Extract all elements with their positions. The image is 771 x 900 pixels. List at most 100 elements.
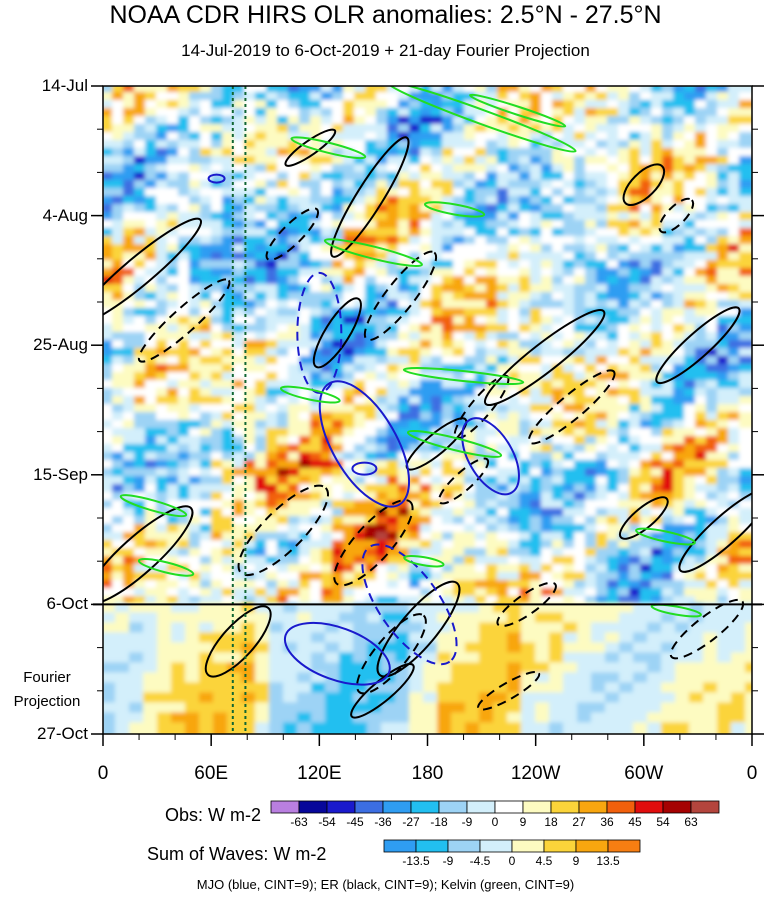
er-contour-21 — [678, 487, 752, 573]
er-contour-4 — [363, 250, 438, 342]
x-tick-label: 180 — [411, 763, 444, 784]
wave-contours — [103, 86, 752, 734]
obs-colorbar-box — [354, 800, 384, 814]
obs-colorbar-label: 63 — [684, 815, 698, 829]
wave-legend: MJO (blue, CINT=9); ER (black, CINT=9); … — [196, 877, 575, 892]
kelvin-contour-1 — [469, 93, 567, 128]
projection-cells — [103, 602, 752, 734]
x-tick-label: 120W — [510, 763, 561, 784]
obs-colorbar-box — [270, 800, 300, 814]
obs-colorbar-label: 0 — [491, 815, 499, 829]
kelvin-contour-6 — [279, 385, 341, 404]
kelvin-contour-0 — [386, 86, 577, 153]
kelvin-contour-3 — [423, 201, 486, 218]
x-tick-label: 0 — [97, 763, 109, 784]
obs-colorbar-box — [550, 800, 580, 814]
obs-colorbar-label: 27 — [572, 815, 586, 829]
waves-colorbar-box — [383, 839, 417, 853]
obs-colorbar-label: 18 — [544, 815, 558, 829]
obs-colorbar-label: -9 — [461, 815, 473, 829]
er-contour-13 — [204, 605, 272, 678]
er-contour-8 — [655, 306, 741, 385]
waves-colorbar-title: Sum of Waves: W m-2 — [147, 844, 327, 864]
er-contour-12 — [265, 207, 320, 261]
y-tick-label: 15-Sep — [33, 464, 88, 484]
er-contour-6 — [483, 309, 606, 407]
waves-colorbar-label: 9 — [572, 854, 580, 868]
y-tick-label: 25-Aug — [33, 335, 88, 355]
obs-colorbar-box — [326, 800, 356, 814]
mjo-contour-0 — [318, 380, 411, 508]
er-contour-26 — [438, 457, 490, 505]
y-tick-label: 14-Jul — [41, 76, 88, 95]
er-contour-19 — [496, 581, 557, 628]
y-tick-label: 4-Aug — [42, 205, 88, 225]
er-contour-20 — [669, 598, 745, 660]
er-contour-22 — [618, 496, 669, 540]
waves-colorbar-label: -13.5 — [402, 854, 430, 868]
projection-label-line2: Projection — [13, 693, 81, 710]
obs-colorbar-box — [606, 800, 636, 814]
obs-colorbar-label: -36 — [374, 815, 392, 829]
kelvin-contour-2 — [290, 136, 367, 160]
waves-colorbar-box — [543, 839, 577, 853]
obs-colorbar-box — [522, 800, 552, 814]
kelvin-contour-4 — [323, 238, 423, 268]
projection-label-line1: Fourier — [23, 669, 71, 686]
kelvin-contour-12 — [650, 603, 702, 618]
obs-colorbar-box — [466, 800, 496, 814]
waves-colorbar-label: 4.5 — [535, 854, 553, 868]
kelvin-contour-11 — [635, 527, 696, 546]
waves-colorbar-label: 13.5 — [596, 854, 620, 868]
waves-colorbar-box — [511, 839, 545, 853]
obs-colorbar-box — [634, 800, 664, 814]
er-contour-10 — [622, 163, 666, 206]
er-contour-7 — [527, 369, 616, 445]
waves-colorbar-label: 0 — [508, 854, 516, 868]
obs-colorbar-box — [662, 800, 692, 814]
er-contour-24 — [477, 670, 541, 711]
x-tick-label: 60E — [194, 763, 229, 784]
obs-colorbar-box — [410, 800, 440, 814]
mjo-contour-2 — [461, 417, 520, 496]
obs-colorbar-box — [438, 800, 468, 814]
obs-colorbar-box — [690, 800, 720, 814]
er-contour-0 — [103, 217, 202, 325]
obs-colorbar — [270, 800, 720, 814]
kelvin-contour-5 — [402, 367, 525, 386]
waves-colorbar-box — [479, 839, 513, 853]
obs-colorbar-label: -18 — [430, 815, 448, 829]
er-contour-2 — [284, 128, 337, 167]
field-cells — [103, 86, 752, 608]
obs-colorbar-label: 45 — [628, 815, 642, 829]
obs-colorbar-box — [298, 800, 328, 814]
kelvin-contour-7 — [406, 429, 503, 458]
olr-anomaly-field — [103, 86, 752, 734]
x-tick-label: 60W — [624, 763, 664, 784]
kelvin-contour-10 — [403, 554, 445, 568]
kelvin-contour-8 — [119, 494, 188, 518]
obs-colorbar-box — [382, 800, 412, 814]
er-contour-16 — [333, 499, 414, 587]
chart-title: NOAA CDR HIRS OLR anomalies: 2.5°N - 27.… — [109, 1, 662, 29]
waves-colorbar-box — [607, 839, 641, 853]
chart-subtitle: 14-Jul-2019 to 6-Oct-2019 + 21-day Fouri… — [181, 41, 590, 60]
obs-colorbar-label: 9 — [519, 815, 527, 829]
obs-colorbar-label: 36 — [600, 815, 614, 829]
x-tick-label: 0 — [746, 763, 758, 784]
er-contour-15 — [237, 484, 329, 577]
y-tick-label: 27-Oct — [36, 724, 88, 743]
waves-colorbar-label: -9 — [442, 854, 454, 868]
x-tick-label: 120E — [297, 763, 342, 784]
plot-axes — [91, 85, 764, 746]
kelvin-contour-9 — [137, 558, 195, 577]
er-contour-5 — [312, 297, 362, 369]
mjo-contour-4 — [361, 543, 458, 666]
waves-colorbar-box — [415, 839, 449, 853]
y-tick-label: 6-Oct — [46, 594, 88, 614]
obs-colorbar-title: Obs: W m-2 — [165, 805, 262, 825]
waves-colorbar-label: -4.5 — [469, 854, 491, 868]
obs-colorbar-label: -27 — [402, 815, 420, 829]
mjo-contour-3 — [283, 621, 391, 686]
